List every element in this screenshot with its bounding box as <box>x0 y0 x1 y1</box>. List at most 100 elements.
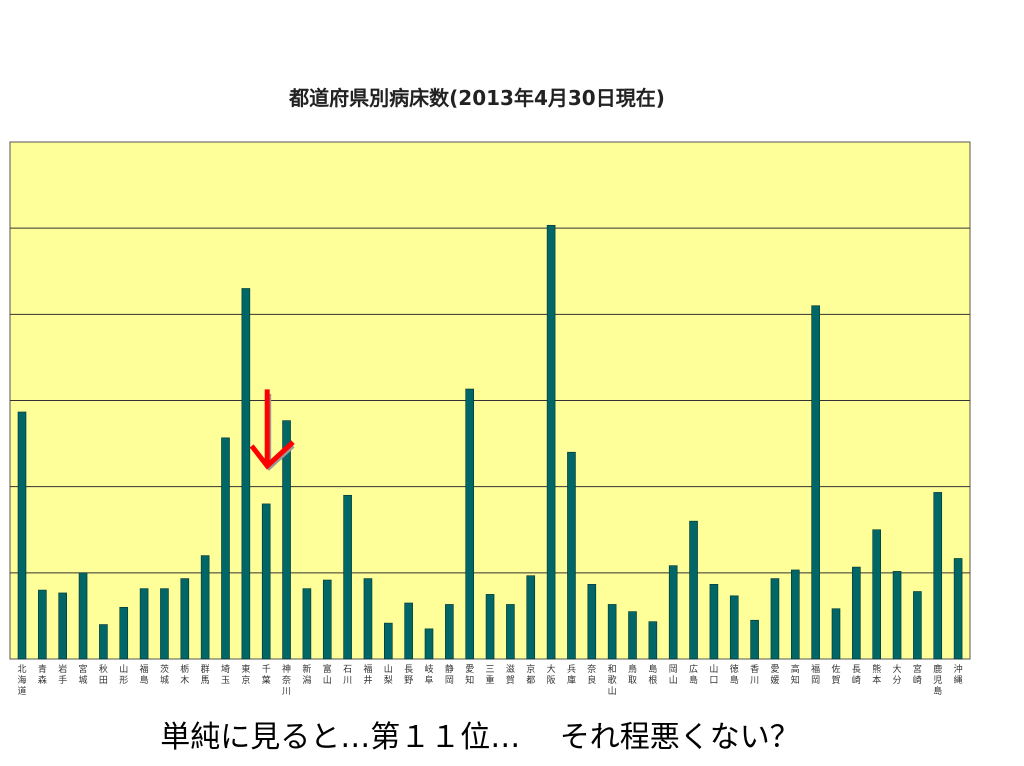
category-label: 北海道 <box>17 664 26 697</box>
bar-21 <box>445 604 454 660</box>
category-label: 石川 <box>343 665 352 686</box>
bar-42 <box>872 529 882 660</box>
category-label: 鹿児島 <box>933 663 942 697</box>
bar-39 <box>811 305 820 660</box>
category-label: 広島 <box>689 663 698 686</box>
category-label: 奈良 <box>587 663 596 686</box>
category-label: 愛媛 <box>770 663 779 686</box>
bar-29 <box>607 604 617 660</box>
bar-27 <box>567 451 576 660</box>
chart-title: 都道府県別病床数(2013年4月30日現在) <box>288 86 665 110</box>
category-label: 三重 <box>486 665 495 686</box>
bar-11 <box>241 288 251 660</box>
category-label: 群馬 <box>201 663 210 686</box>
bar-23 <box>485 594 495 660</box>
category-label: 東京 <box>241 663 250 686</box>
category-label: 福島 <box>140 663 149 686</box>
category-label: 岩手 <box>58 663 67 686</box>
category-label: 宮城 <box>79 663 88 686</box>
category-label: 秋田 <box>99 663 108 686</box>
gridlines <box>10 227 970 574</box>
category-label: 埼玉 <box>221 663 230 686</box>
bar-1 <box>38 589 47 660</box>
category-label: 福井 <box>363 663 372 686</box>
bars <box>17 224 963 660</box>
bar-40 <box>831 608 841 660</box>
bar-41 <box>852 566 861 660</box>
bar-30 <box>628 611 637 660</box>
category-label: 静岡 <box>445 663 454 686</box>
bed-count-chart: 都道府県別病床数(2013年4月30日現在) 北海道 青森岩手宮城秋田山形福島茨城… <box>9 86 971 697</box>
category-label: 富山 <box>323 663 332 686</box>
category-label: 岡山 <box>669 664 678 686</box>
category-label: 徳島 <box>730 663 739 686</box>
bar-9 <box>200 555 210 660</box>
bar-46 <box>953 558 963 660</box>
category-label: 長野 <box>404 664 413 686</box>
category-label: 香川 <box>750 664 759 686</box>
bar-6 <box>139 588 149 660</box>
category-label: 栃木 <box>180 663 189 686</box>
category-label: 長崎 <box>852 664 861 686</box>
bar-25 <box>526 575 536 660</box>
category-label: 熊本 <box>872 663 881 686</box>
category-label: 和歌山 <box>608 664 617 697</box>
bar-0 <box>17 411 27 660</box>
category-label: 兵庫 <box>567 663 576 686</box>
category-label: 神奈川 <box>282 663 291 697</box>
bar-16 <box>343 494 352 660</box>
bar-5 <box>119 606 129 660</box>
bar-28 <box>587 584 597 660</box>
bar-32 <box>668 565 678 660</box>
category-label: 滋賀 <box>506 663 515 686</box>
bar-31 <box>648 621 658 660</box>
bar-15 <box>322 579 332 660</box>
category-label: 山口 <box>709 664 718 686</box>
category-label: 福岡 <box>811 663 820 686</box>
bar-35 <box>729 595 739 660</box>
category-label: 愛知 <box>465 663 474 686</box>
category-label: 鳥取 <box>628 663 637 686</box>
category-label: 大阪 <box>547 663 556 686</box>
bar-24 <box>506 604 515 660</box>
category-label: 千葉 <box>262 664 271 686</box>
category-label: 大分 <box>893 663 902 686</box>
bar-4 <box>99 624 108 660</box>
category-label: 新潟 <box>302 663 311 686</box>
bar-10 <box>221 437 230 660</box>
category-label: 京都 <box>526 663 535 686</box>
bar-38 <box>790 569 800 660</box>
bar-13 <box>282 420 291 660</box>
bar-7 <box>160 588 169 660</box>
bar-2 <box>58 592 68 660</box>
bar-18 <box>383 622 393 660</box>
category-label: 山梨 <box>384 664 393 686</box>
bar-34 <box>709 584 719 660</box>
bar-43 <box>892 571 902 660</box>
category-label: 青森 <box>38 663 47 686</box>
bar-19 <box>404 602 413 660</box>
bar-12 <box>261 503 271 660</box>
bar-26 <box>546 224 556 660</box>
category-label: 高知 <box>791 663 800 686</box>
bar-36 <box>750 619 759 660</box>
red-arrow-icon <box>249 389 295 470</box>
category-label: 岐阜 <box>424 663 433 686</box>
bar-8 <box>180 578 190 660</box>
bar-3 <box>78 572 88 660</box>
bar-22 <box>465 388 475 660</box>
bar-17 <box>363 578 373 660</box>
highlight-arrow <box>249 389 295 471</box>
category-label: 茨城 <box>160 663 169 686</box>
category-label: 山形 <box>119 664 128 686</box>
bar-44 <box>913 591 922 660</box>
category-label: 佐賀 <box>831 663 840 686</box>
bar-20 <box>424 628 434 660</box>
category-label: 宮崎 <box>913 663 922 686</box>
category-label: 沖縄 <box>954 663 963 686</box>
slide-caption: 単純に見ると…第１１位… それ程悪くない？ <box>160 720 800 755</box>
bar-37 <box>770 578 780 660</box>
category-label: 島根 <box>648 663 657 686</box>
bar-33 <box>689 520 698 660</box>
